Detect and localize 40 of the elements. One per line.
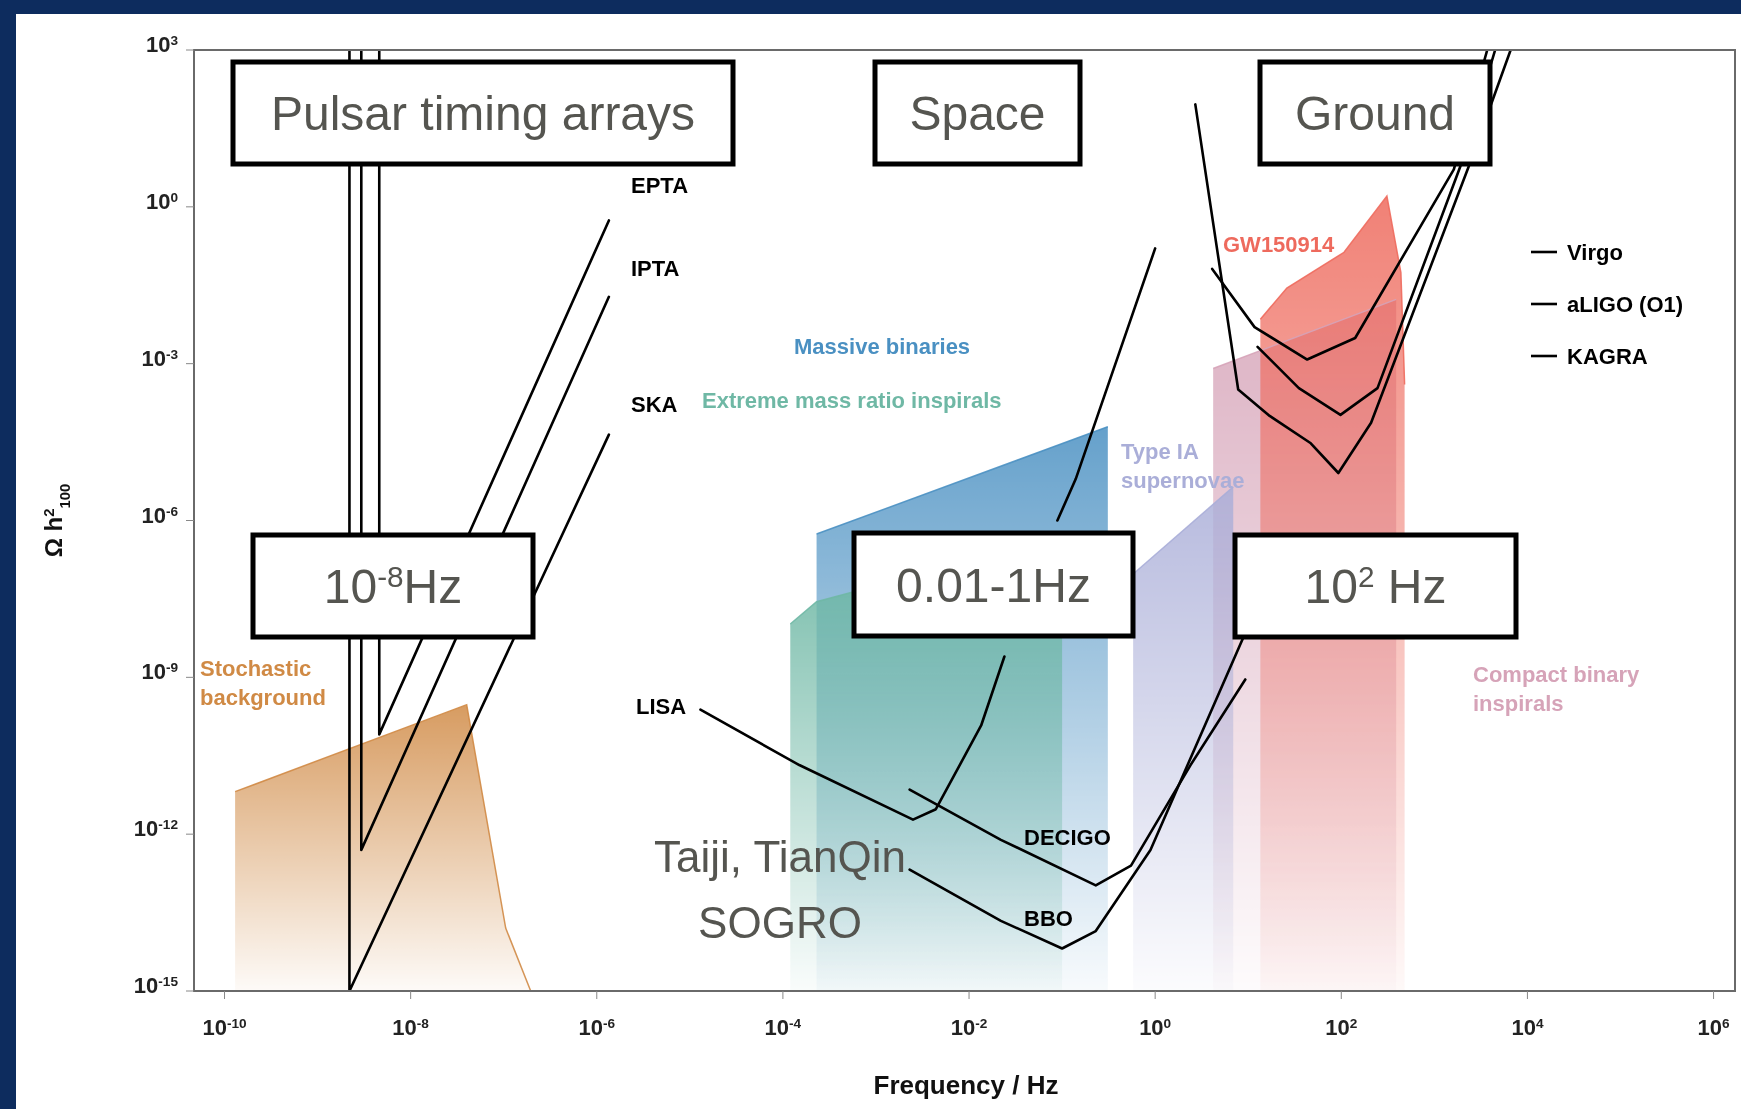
y-tick-label: 10$^{3}$	[145, 32, 179, 57]
y-tick-label: 10$^{-12}$	[133, 816, 179, 842]
x-tick-label: 10$^{2}$	[1325, 1015, 1358, 1040]
series-label: GW150914	[1223, 232, 1336, 257]
annotation: Pulsar timing arrays	[270, 87, 696, 140]
series-label: IPTA	[631, 256, 680, 281]
x-tick-label: 10$^{4}$	[1511, 1015, 1544, 1040]
series-label: SKA	[631, 392, 678, 417]
y-tick-label: 10$^{-9}$	[141, 659, 179, 685]
annotation: Ground	[1294, 87, 1456, 140]
y-tick-label: 10$^{-3}$	[141, 345, 179, 371]
x-tick-label: 10$^{-10}$	[202, 1015, 248, 1040]
x-tick-label: 10$^{-4}$	[764, 1015, 802, 1040]
y-tick-label: 10$^{0}$	[145, 188, 179, 214]
text: Compact binary inspirals	[1473, 662, 1641, 716]
x-tick-label: 10$^{6}$	[1697, 1015, 1731, 1040]
annotation: 10$^{2}$ Hz	[1304, 559, 1447, 613]
text: Extreme mass ratio inspirals	[702, 388, 1002, 413]
series-label: EPTA	[631, 173, 689, 198]
text: Stochastic background	[200, 656, 326, 710]
y-tick-label: 10$^{-6}$	[141, 502, 179, 528]
series-label: Type IA supernovae	[1121, 439, 1245, 493]
x-tick-label: 10$^{-8}$	[392, 1015, 430, 1040]
legend-label: aLIGO (O1)	[1567, 292, 1684, 317]
series-label: DECIGO	[1024, 825, 1111, 850]
annotation: Taiji, TianQin	[654, 832, 906, 881]
annotation: Space	[909, 87, 1046, 140]
x-axis-title: Frequency / Hz	[873, 1070, 1059, 1100]
x-tick-label: 10$^{0}$	[1139, 1015, 1172, 1040]
legend-label: Virgo	[1567, 240, 1623, 265]
series-label: LISA	[636, 694, 687, 719]
annotation: 10$^{-8}$Hz	[323, 559, 463, 613]
y-tick-label: 10$^{-15}$	[133, 973, 179, 998]
text: Massive binaries	[794, 334, 971, 359]
series-label: BBO	[1024, 906, 1073, 931]
annotation: SOGRO	[698, 898, 862, 947]
annotation: 0.01-1Hz	[896, 558, 1091, 612]
x-tick-label: 10$^{-6}$	[578, 1015, 616, 1040]
x-tick-label: 10$^{-2}$	[950, 1015, 988, 1040]
legend-label: KAGRA	[1567, 344, 1648, 369]
